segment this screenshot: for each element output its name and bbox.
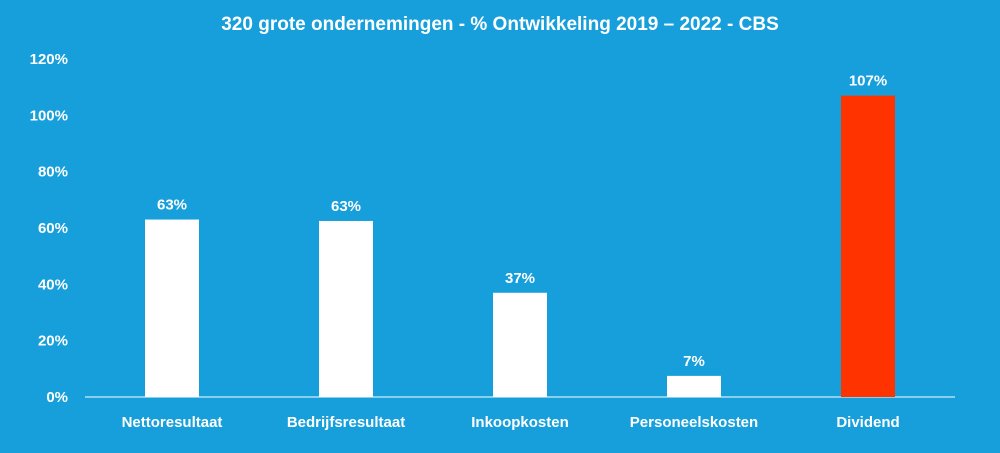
x-tick-label: Personeelskosten <box>630 414 758 431</box>
bar <box>319 220 373 397</box>
x-tick-label: Inkoopkosten <box>471 414 569 431</box>
bar <box>667 375 721 397</box>
bar <box>841 95 895 397</box>
y-tick-label: 120% <box>30 51 68 68</box>
data-label: 7% <box>683 353 705 370</box>
data-label: 63% <box>157 197 187 214</box>
data-label: 63% <box>331 198 361 215</box>
y-tick-label: 0% <box>46 389 68 406</box>
y-tick-label: 40% <box>38 276 68 293</box>
data-label: 37% <box>505 270 535 287</box>
y-tick-label: 80% <box>38 164 68 181</box>
data-label: 107% <box>849 73 887 90</box>
x-tick-label: Bedrijfsresultaat <box>287 414 405 431</box>
chart-title: 320 grote ondernemingen - % Ontwikkeling… <box>221 14 779 35</box>
y-tick-label: 100% <box>30 107 68 124</box>
bar <box>493 292 547 397</box>
y-tick-label: 60% <box>38 220 68 237</box>
bar <box>145 219 199 397</box>
x-tick-label: Dividend <box>836 414 899 431</box>
y-tick-label: 20% <box>38 333 68 350</box>
x-tick-label: Nettoresultaat <box>122 414 223 431</box>
